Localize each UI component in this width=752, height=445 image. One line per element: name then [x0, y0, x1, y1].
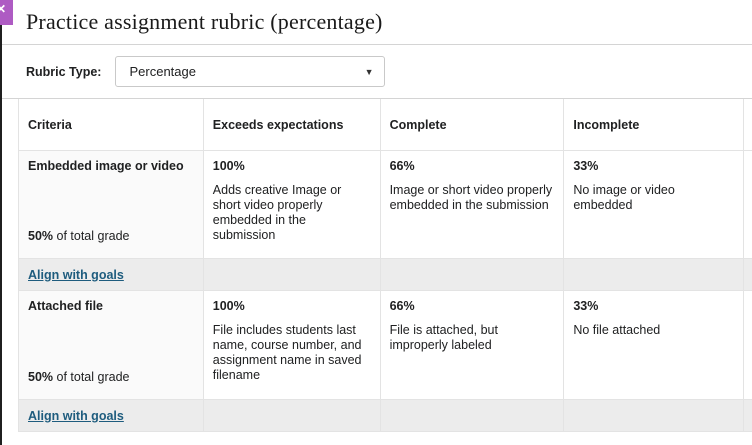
level-description: No file attached	[573, 323, 661, 337]
rubric-type-bar: Rubric Type: Percentage ▼	[0, 45, 752, 99]
close-icon: ✕	[0, 2, 7, 16]
align-cell: Align with goals	[19, 259, 204, 290]
align-cell-empty	[744, 259, 752, 290]
level-description: File is attached, but improperly labeled	[389, 323, 498, 352]
level-cell-exceeds: 100% Adds creative Image or short video …	[204, 151, 381, 258]
level-cell-extra	[744, 151, 752, 258]
align-cell-empty	[381, 259, 565, 290]
column-header-exceeds-expectations: Exceeds expectations	[204, 99, 381, 150]
level-cell-complete: 66% File is attached, but improperly lab…	[381, 291, 565, 399]
level-percent: 100%	[212, 299, 245, 313]
align-cell-empty	[204, 400, 381, 431]
align-with-goals-link[interactable]: Align with goals	[28, 267, 124, 282]
rubric-table: Criteria Exceeds expectations Complete I…	[18, 99, 752, 432]
level-percent: 33%	[573, 159, 599, 173]
level-percent: 100%	[212, 159, 245, 173]
level-percent: 66%	[389, 299, 415, 313]
criterion-cell: Embedded image or video 50% of total gra…	[19, 151, 204, 258]
criterion-grade-weight: 50% of total grade	[28, 370, 130, 384]
page-title: Practice assignment rubric (percentage)	[26, 9, 383, 34]
align-cell-empty	[204, 259, 381, 290]
align-cell-empty	[564, 400, 745, 431]
panel-left-border	[0, 0, 2, 445]
criterion-grade-weight: 50% of total grade	[28, 229, 130, 243]
column-header-criteria: Criteria	[19, 99, 204, 150]
title-bar: Practice assignment rubric (percentage)	[0, 0, 752, 45]
rubric-type-select[interactable]: Percentage ▼	[115, 56, 386, 87]
level-description: Adds creative Image or short video prope…	[212, 183, 342, 242]
level-description: No image or video embedded	[573, 183, 675, 212]
level-description: File includes students last name, course…	[212, 323, 362, 382]
criterion-name: Embedded image or video	[28, 159, 184, 173]
column-header-complete: Complete	[381, 99, 565, 150]
level-cell-extra	[744, 291, 752, 399]
align-cell-empty	[564, 259, 745, 290]
level-cell-incomplete: 33% No file attached	[564, 291, 745, 399]
level-cell-complete: 66% Image or short video properly embedd…	[381, 151, 565, 258]
align-with-goals-link[interactable]: Align with goals	[28, 408, 124, 423]
level-percent: 66%	[389, 159, 415, 173]
align-with-goals-row: Align with goals	[19, 400, 752, 432]
rubric-type-label: Rubric Type:	[26, 64, 102, 79]
align-cell-empty	[744, 400, 752, 431]
chevron-down-icon: ▼	[364, 66, 374, 77]
rubric-type-selected-value: Percentage	[129, 64, 196, 79]
table-header-row: Criteria Exceeds expectations Complete I…	[19, 99, 752, 151]
table-row: Attached file 50% of total grade 100% Fi…	[19, 291, 752, 400]
criterion-cell: Attached file 50% of total grade	[19, 291, 204, 399]
close-button[interactable]: ✕	[0, 0, 13, 25]
level-percent: 33%	[573, 299, 599, 313]
align-cell-empty	[381, 400, 565, 431]
level-description: Image or short video properly embedded i…	[389, 183, 553, 212]
column-header-incomplete: Incomplete	[564, 99, 745, 150]
column-header-extra	[744, 99, 752, 150]
align-with-goals-row: Align with goals	[19, 259, 752, 291]
level-cell-exceeds: 100% File includes students last name, c…	[204, 291, 381, 399]
table-row: Embedded image or video 50% of total gra…	[19, 151, 752, 259]
criterion-name: Attached file	[28, 299, 104, 313]
level-cell-incomplete: 33% No image or video embedded	[564, 151, 745, 258]
align-cell: Align with goals	[19, 400, 204, 431]
